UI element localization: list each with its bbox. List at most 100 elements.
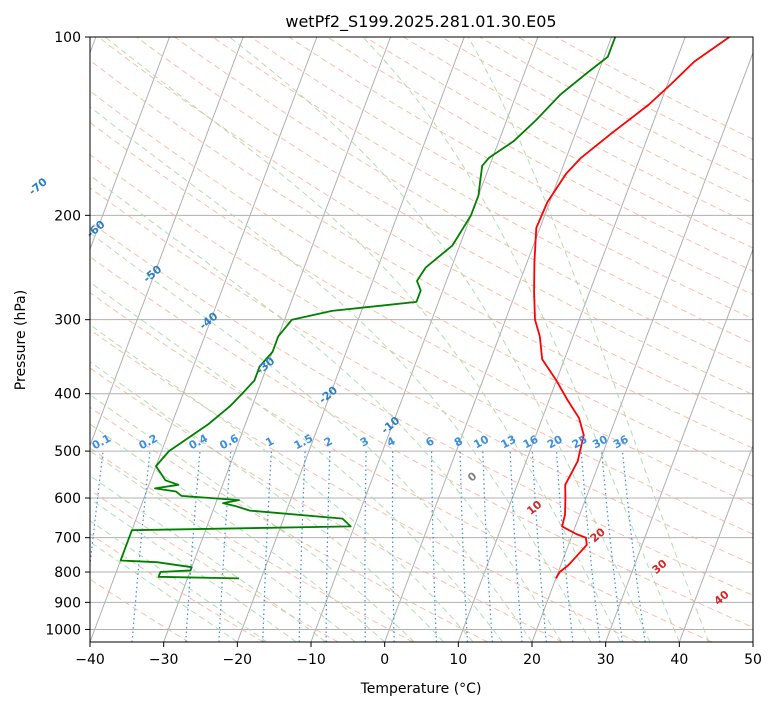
dry-adiabat-line bbox=[174, 37, 753, 370]
moist-adiabat-line bbox=[90, 232, 533, 642]
moist-adiabat-line bbox=[229, 37, 651, 642]
moist-adiabat-line bbox=[90, 498, 297, 642]
dry-adiabat-line bbox=[90, 187, 753, 565]
mixing-ratio-label: 13 bbox=[499, 433, 519, 452]
x-axis: −40 −30 −20 −10 0 10 20 30 40 50 bbox=[75, 642, 762, 668]
dry-adiabat-line bbox=[288, 37, 753, 296]
chart-title: wetPf2_S199.2025.281.01.30.E05 bbox=[285, 12, 556, 32]
isotherm-line bbox=[310, 37, 539, 642]
mixing-ratio-line bbox=[459, 451, 469, 642]
temperature-line bbox=[533, 37, 730, 579]
series-layer bbox=[119, 37, 730, 580]
moist-adiabat-line bbox=[90, 281, 503, 642]
moist-adiabat-line bbox=[90, 541, 238, 642]
moist-adiabat-line bbox=[90, 361, 444, 642]
moist-adiabat-line bbox=[90, 450, 356, 642]
isotherm-line bbox=[236, 37, 465, 642]
y-tick-label: 800 bbox=[54, 565, 81, 581]
dry-adiabat-line bbox=[212, 37, 753, 345]
mixing-ratio-label: 20 bbox=[545, 433, 565, 452]
y-tick-label: 400 bbox=[54, 387, 81, 403]
moist-adiabat-line bbox=[90, 174, 562, 642]
dry-adiabat-line bbox=[90, 292, 712, 642]
dry-adiabat-line bbox=[90, 406, 488, 642]
isotherm-line bbox=[678, 444, 753, 642]
mixing-ratio-label: 30 bbox=[590, 433, 610, 452]
dry-adiabat-line bbox=[90, 256, 753, 628]
moist-adiabat-line bbox=[90, 106, 592, 642]
y-tick-label: 900 bbox=[54, 595, 81, 611]
isotherm-line bbox=[90, 37, 171, 251]
dry-adiabat-line bbox=[90, 329, 638, 642]
y-tick-label: 100 bbox=[54, 30, 81, 46]
y-axis: 1000 900 800 700 600 500 400 300 200 100 bbox=[45, 30, 90, 638]
isotherm-line bbox=[384, 37, 613, 642]
mixing-ratio-line bbox=[262, 451, 272, 642]
grid-layer bbox=[90, 37, 753, 642]
x-tick-label: −20 bbox=[223, 652, 253, 668]
dry-adiabat-line bbox=[517, 37, 753, 161]
dry-adiabat-line bbox=[326, 37, 753, 272]
dry-adiabat-line bbox=[441, 37, 753, 204]
moist-adiabat-line bbox=[467, 37, 710, 642]
mixing-ratio-line bbox=[482, 451, 493, 642]
isotherm-line bbox=[90, 37, 244, 447]
dry-adiabat-line bbox=[365, 37, 753, 249]
mixing-ratio-line bbox=[218, 451, 232, 642]
dry-adiabat-line bbox=[90, 447, 414, 642]
moist-adiabat-line bbox=[104, 37, 621, 642]
mixing-ratio-line bbox=[580, 451, 601, 642]
x-tick-label: 50 bbox=[744, 652, 762, 668]
dry-adiabat-line bbox=[90, 533, 264, 642]
x-tick-label: −10 bbox=[296, 652, 326, 668]
x-tick-label: 0 bbox=[380, 652, 389, 668]
y-tick-label: 300 bbox=[54, 313, 81, 329]
x-tick-label: −30 bbox=[149, 652, 179, 668]
dry-adiabat-line bbox=[479, 37, 753, 182]
dry-adiabat-line bbox=[90, 121, 753, 506]
moist-adiabat-line bbox=[362, 37, 680, 642]
mixing-ratio-label: 36 bbox=[611, 433, 631, 452]
mixing-ratio-line bbox=[509, 451, 523, 642]
moist-adiabat-line bbox=[90, 423, 386, 642]
y-tick-label: 1000 bbox=[45, 622, 81, 638]
x-tick-label: −40 bbox=[75, 652, 105, 668]
mixing-ratio-line bbox=[298, 451, 306, 642]
y-tick-label: 500 bbox=[54, 444, 81, 460]
moist-adiabat-line bbox=[90, 324, 474, 642]
mixing-ratio-line bbox=[185, 451, 201, 642]
y-tick-label: 700 bbox=[54, 531, 81, 547]
dewpoint-line bbox=[119, 37, 617, 580]
y-tick-label: 600 bbox=[54, 491, 81, 507]
isotherm-line bbox=[531, 51, 753, 642]
mixing-ratio-line bbox=[555, 451, 574, 642]
x-tick-label: 20 bbox=[523, 652, 541, 668]
mixing-ratio-line bbox=[131, 451, 151, 642]
y-axis-label: Pressure (hPa) bbox=[13, 290, 29, 390]
dry-adiabat-line bbox=[250, 37, 753, 320]
mixing-ratio-line bbox=[364, 451, 367, 642]
mixing-ratio-label: 10 bbox=[471, 433, 491, 452]
mixing-ratio-line bbox=[621, 451, 646, 642]
dry-adiabat-line bbox=[90, 221, 753, 596]
plot-area bbox=[90, 37, 753, 642]
dry-adiabat-line bbox=[403, 37, 753, 226]
mixing-ratio-line bbox=[391, 451, 395, 642]
mixing-ratio-line bbox=[531, 451, 547, 642]
mixing-ratio-label: 25 bbox=[570, 433, 590, 452]
dry-adiabat-line bbox=[136, 37, 753, 396]
y-tick-label: 200 bbox=[54, 208, 81, 224]
mixing-ratio-line bbox=[431, 451, 437, 642]
mixing-ratio-line bbox=[325, 451, 331, 642]
x-tick-label: 40 bbox=[670, 652, 688, 668]
mixing-ratio-line bbox=[601, 451, 623, 642]
dry-adiabat-line bbox=[555, 37, 753, 140]
mixing-ratio-label: 16 bbox=[521, 433, 541, 452]
x-tick-label: 30 bbox=[597, 652, 615, 668]
x-tick-label: 10 bbox=[449, 652, 467, 668]
plot-frame bbox=[89, 36, 754, 643]
isotherm-line bbox=[605, 247, 753, 642]
moist-adiabat-line bbox=[90, 394, 415, 642]
x-axis-label: Temperature (°C) bbox=[360, 681, 482, 697]
